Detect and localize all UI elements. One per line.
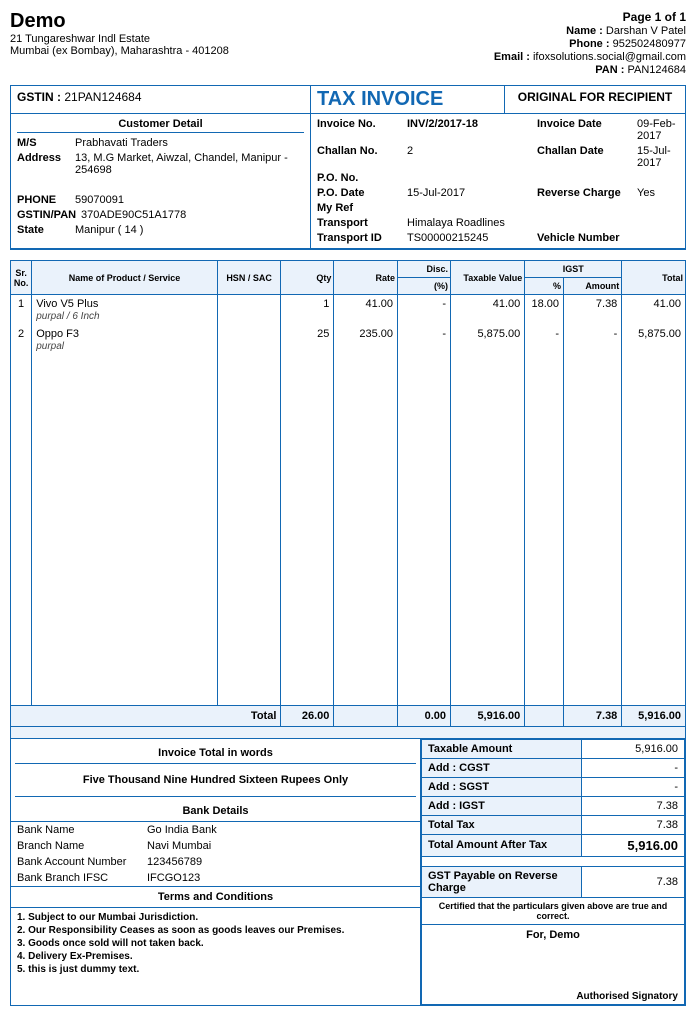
term-line: 4. Delivery Ex-Premises. — [17, 951, 414, 962]
items-section: Sr. No. Name of Product / Service HSN / … — [10, 260, 686, 1006]
header-meta: Page 1 of 1 Name : Darshan V Patel Phone… — [494, 10, 686, 77]
spacer-bar — [10, 727, 686, 739]
info-row: Customer Detail M/SPrabhavati Traders Ad… — [11, 114, 685, 249]
company-addr1: 21 Tungareshwar Indl Estate — [10, 33, 229, 45]
table-row: 2Oppo F3purpal25235.00-5,875.00--5,875.0… — [11, 325, 686, 355]
original-label: ORIGINAL FOR RECIPIENT — [505, 86, 685, 113]
terms-box: Terms and Conditions 1. Subject to our M… — [11, 886, 420, 981]
customer-detail: Customer Detail M/SPrabhavati Traders Ad… — [11, 114, 311, 248]
bottom-section: Invoice Total in words Five Thousand Nin… — [10, 739, 686, 1006]
invoice-frame: GSTIN : 21PAN124684 TAX INVOICE ORIGINAL… — [10, 85, 686, 250]
summary-table: Taxable Amount5,916.00 Add : CGST- Add :… — [421, 739, 685, 898]
table-row: 1Vivo V5 Pluspurpal / 6 Inch141.00-41.00… — [11, 295, 686, 326]
bank-details: Bank Details Bank NameGo India Bank Bran… — [11, 801, 420, 886]
company-addr2: Mumbai (ex Bombay), Maharashtra - 401208 — [10, 45, 229, 57]
company-name: Demo — [10, 10, 229, 33]
certification: Certified that the particulars given abo… — [421, 898, 685, 925]
page-header: Demo 21 Tungareshwar Indl Estate Mumbai … — [10, 10, 686, 77]
for-company: For, Demo — [421, 925, 685, 945]
page-number: Page 1 of 1 — [494, 10, 686, 24]
gstin-cell: GSTIN : 21PAN124684 — [11, 86, 311, 113]
term-line: 2. Our Responsibility Ceases as soon as … — [17, 925, 414, 936]
totals-row: Total 26.00 0.00 5,916.00 7.38 5,916.00 — [11, 705, 686, 726]
term-line: 3. Goods once sold will not taken back. — [17, 938, 414, 949]
term-line: 1. Subject to our Mumbai Jurisdiction. — [17, 912, 414, 923]
items-table: Sr. No. Name of Product / Service HSN / … — [10, 260, 686, 727]
signatory-label: Authorised Signatory — [576, 991, 678, 1002]
invoice-meta: Invoice No.INV/2/2017-18Invoice Date09-F… — [311, 114, 685, 248]
bottom-right: Taxable Amount5,916.00 Add : CGST- Add :… — [421, 739, 685, 1005]
bottom-left: Invoice Total in words Five Thousand Nin… — [11, 739, 421, 1005]
term-line: 5. this is just dummy text. — [17, 964, 414, 975]
words-box: Invoice Total in words Five Thousand Nin… — [11, 739, 420, 801]
doc-title: TAX INVOICE — [311, 86, 505, 113]
company-block: Demo 21 Tungareshwar Indl Estate Mumbai … — [10, 10, 229, 57]
signature-box: Authorised Signatory — [421, 945, 685, 1005]
title-row: GSTIN : 21PAN124684 TAX INVOICE ORIGINAL… — [11, 86, 685, 114]
